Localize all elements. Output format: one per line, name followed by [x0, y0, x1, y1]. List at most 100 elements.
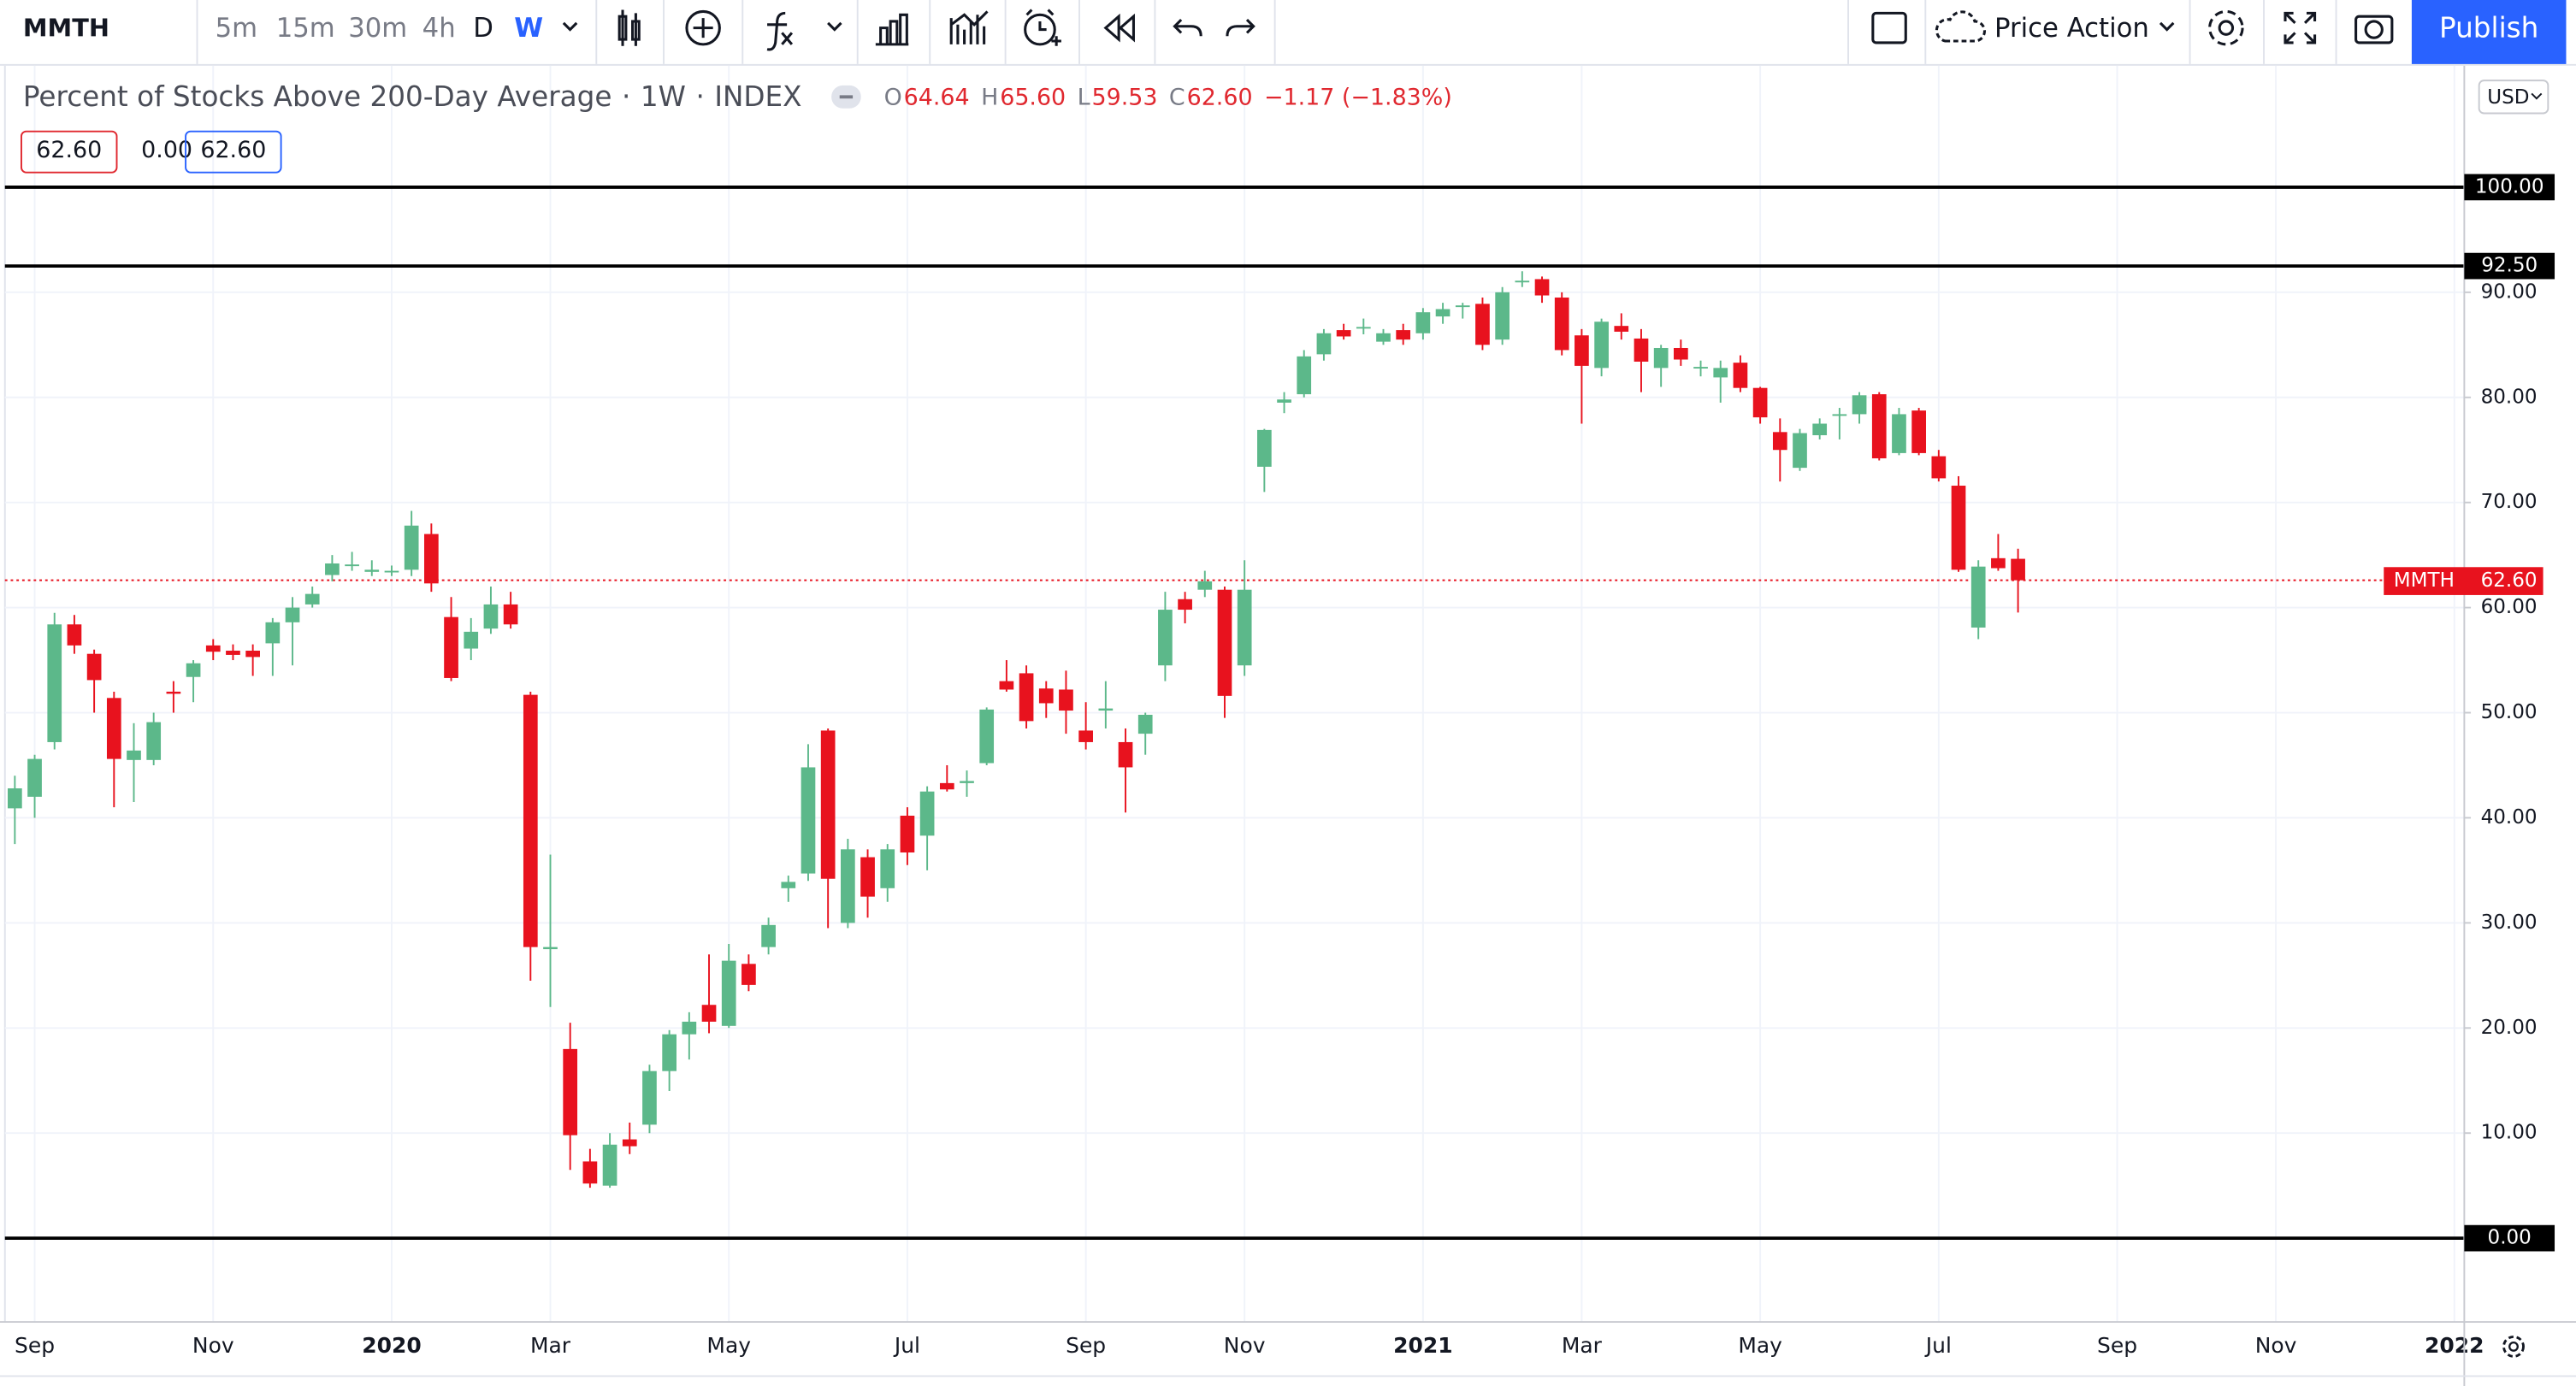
candle-body: [1316, 333, 1332, 355]
candle-body: [1137, 714, 1153, 734]
ohlc-key: O: [884, 85, 902, 111]
candle-body: [642, 1070, 657, 1125]
financials-button[interactable]: [875, 13, 909, 46]
candle-body: [781, 882, 796, 888]
candle-body: [1415, 312, 1431, 333]
top-toolbar: MMTH Price Action Publish: [0, 0, 2576, 66]
candle-body: [325, 563, 340, 575]
candle-body: [1575, 335, 1589, 366]
candle-body: [1376, 333, 1391, 342]
candle-body: [1515, 280, 1530, 283]
y-tick-label: 10.00: [2481, 1122, 2538, 1144]
symbol-search[interactable]: MMTH: [23, 14, 109, 43]
candle-body: [1793, 433, 1807, 469]
cloud-icon[interactable]: [1935, 10, 1986, 43]
compare-button[interactable]: [685, 9, 721, 46]
settings-button[interactable]: [2208, 9, 2244, 46]
candle-body: [226, 651, 240, 655]
symbol-tag-price: 62.60: [2481, 569, 2538, 592]
y-tick-label: 50.00: [2481, 701, 2538, 723]
candle-body: [860, 857, 875, 897]
candle-body: [1892, 414, 1906, 453]
candle-body: [1038, 688, 1054, 704]
interval-button[interactable]: 30m: [348, 13, 407, 44]
publish-label[interactable]: Publish: [2439, 12, 2538, 44]
separator-dot: ·: [695, 80, 704, 113]
candle-body: [1693, 367, 1708, 369]
publish-button[interactable]: [2411, 0, 2567, 64]
candle-body: [384, 570, 399, 573]
candle-body: [146, 722, 162, 760]
indicators-dropdown[interactable]: [827, 21, 842, 32]
template-name[interactable]: Price Action: [1994, 13, 2149, 44]
fullscreen-button[interactable]: [2284, 11, 2317, 44]
interval-dropdown[interactable]: [562, 21, 578, 32]
candle-body: [1752, 387, 1768, 418]
candle-body: [820, 730, 836, 879]
candle-body: [27, 758, 42, 797]
snapshot-button[interactable]: [2354, 15, 2394, 44]
candle-body: [1019, 673, 1034, 722]
y-tick-label: 30.00: [2481, 911, 2538, 934]
x-tick-label: Nov: [2255, 1333, 2297, 1358]
candle-body: [404, 525, 419, 570]
interval-button[interactable]: D: [473, 13, 493, 44]
templates-button[interactable]: [949, 10, 989, 44]
candle-body: [563, 1048, 578, 1135]
y-tick-label: 70.00: [2481, 491, 2538, 513]
candle-body: [1356, 327, 1371, 329]
indicators-button[interactable]: [766, 11, 794, 51]
ohlc-value: 64.64: [904, 85, 970, 111]
symbol-price-tag: [2384, 567, 2544, 595]
candle-body: [1237, 589, 1252, 666]
ohlc-value: 65.60: [1000, 85, 1066, 111]
axis-settings-center: [2508, 1341, 2519, 1352]
layout-button[interactable]: [1871, 11, 1907, 44]
candle-body: [86, 653, 102, 681]
undo-button[interactable]: [1173, 18, 1202, 37]
candle-body: [304, 593, 320, 605]
candle-body: [1277, 399, 1291, 403]
replay-button[interactable]: [1103, 13, 1135, 43]
template-dropdown[interactable]: [2159, 21, 2175, 32]
candle-body: [1435, 309, 1450, 317]
candle-body: [1713, 368, 1728, 378]
candle-body: [1614, 326, 1629, 332]
candle-body: [245, 651, 260, 658]
ohlc-key: C: [1169, 85, 1185, 111]
axis-settings-button[interactable]: [2502, 1335, 2525, 1358]
currency-dropdown: [2531, 92, 2543, 100]
redo-button[interactable]: [1226, 18, 1256, 37]
candle-body: [483, 604, 499, 629]
candle-body: [741, 964, 756, 985]
candle-body: [8, 788, 22, 809]
candle-body: [1495, 292, 1510, 340]
candle-body: [701, 1005, 717, 1022]
candle-body: [761, 924, 776, 947]
line-price-tag: [2464, 252, 2555, 280]
x-tick-label: Mar: [530, 1333, 571, 1358]
candle-body: [1336, 330, 1351, 337]
x-tick-label: Sep: [1066, 1333, 1106, 1358]
interval-button[interactable]: 15m: [276, 13, 335, 44]
candle-body: [1951, 486, 1966, 570]
chart-type-button[interactable]: [617, 9, 641, 46]
candle-body: [1078, 730, 1093, 742]
value-box: [21, 130, 118, 174]
interval-button[interactable]: W: [514, 13, 543, 44]
interval-button[interactable]: 5m: [216, 13, 257, 44]
alert-button[interactable]: [1024, 9, 1061, 46]
candle-body: [602, 1144, 617, 1186]
candle-body: [523, 694, 538, 947]
candle-body: [979, 709, 995, 764]
candle-body: [1733, 363, 1748, 388]
line-price-tag: [2464, 1224, 2555, 1252]
interval-button[interactable]: 4h: [422, 13, 456, 44]
price-change: −1.17 (−1.83%): [1264, 85, 1452, 111]
currency-selector[interactable]: [2478, 80, 2549, 115]
chart-pane: Percent of Stocks Above 200-Day Average ·…: [0, 65, 2576, 1386]
candle-body: [364, 569, 380, 572]
y-tick-label: 80.00: [2481, 386, 2538, 408]
candle-body: [67, 624, 82, 646]
